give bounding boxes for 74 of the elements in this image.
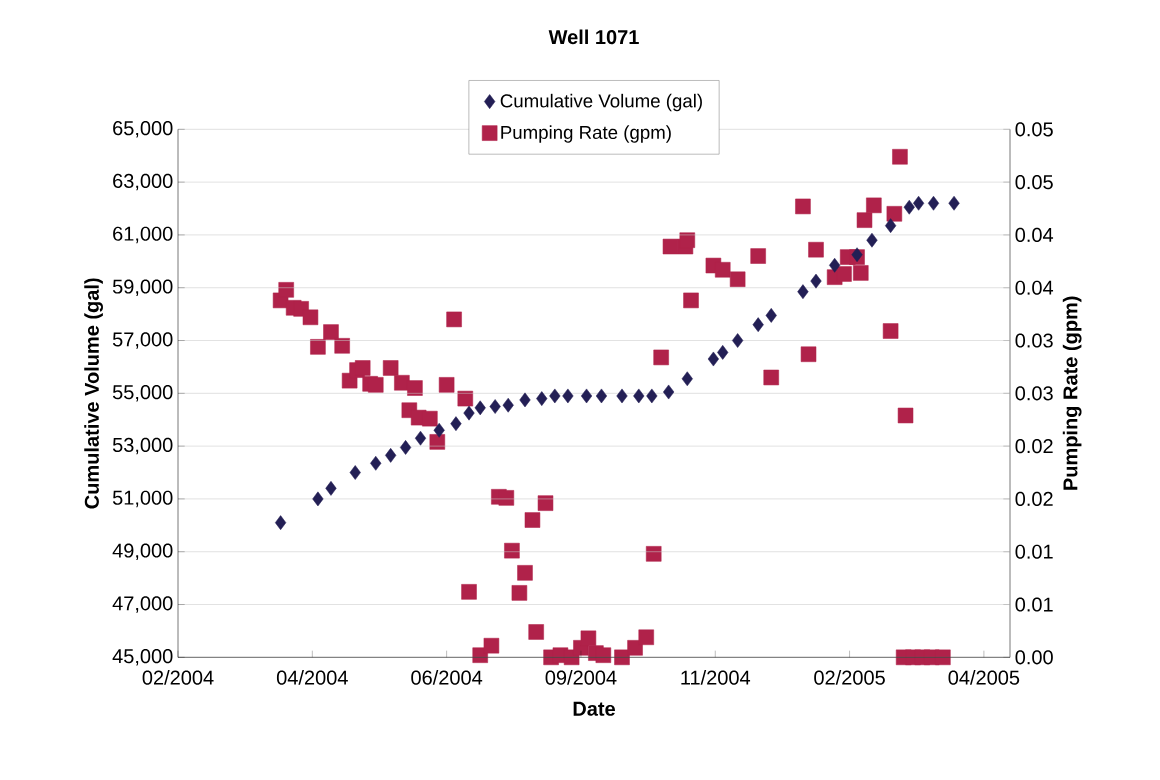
point — [646, 388, 658, 404]
point — [414, 430, 427, 446]
y-tick-label: 47,000 — [112, 596, 173, 613]
point — [810, 273, 822, 289]
y-tick-label: 49,000 — [112, 543, 173, 560]
y2-tick-label: 0.03 — [1015, 386, 1053, 401]
x-tick-label: 06/2004 — [411, 670, 483, 685]
point — [797, 284, 809, 300]
legend-label: Pumping Rate (gpm) — [501, 125, 671, 143]
point — [948, 195, 960, 211]
point — [502, 397, 514, 413]
y-tick-label: 53,000 — [112, 437, 173, 455]
point — [732, 333, 744, 348]
point — [400, 440, 412, 455]
point — [474, 400, 486, 416]
x-tick-label: 02/2004 — [142, 670, 214, 685]
point — [663, 384, 675, 400]
y2-tick-label: 0.01 — [1015, 597, 1053, 612]
y-tick-label: 59,000 — [112, 279, 173, 296]
point — [349, 465, 361, 480]
y-tick-label: 51,000 — [112, 490, 173, 508]
point — [595, 388, 608, 404]
point — [385, 448, 397, 463]
point — [519, 392, 531, 408]
point — [913, 195, 925, 211]
y2-tick-label: 0.04 — [1015, 227, 1054, 242]
point — [765, 308, 777, 323]
point — [927, 195, 940, 211]
x-axis-title: Date — [573, 701, 615, 716]
y2-tick-label: 0.02 — [1015, 439, 1053, 454]
y-tick-label: 55,000 — [112, 385, 173, 402]
y2-tick-label: 0.05 — [1015, 122, 1053, 137]
y-axis-title: Cumulative Volume (gal) — [84, 278, 103, 509]
point — [752, 317, 764, 333]
point — [536, 391, 548, 406]
x-tick-label: 11/2004 — [681, 670, 751, 685]
point — [903, 199, 915, 215]
point — [450, 416, 462, 432]
y2-tick-label: 0.03 — [1015, 333, 1053, 348]
point — [562, 388, 574, 404]
point — [707, 351, 719, 367]
point — [463, 405, 475, 421]
point — [312, 491, 324, 507]
x-tick-label: 04/2004 — [276, 670, 348, 685]
y-tick-label: 63,000 — [113, 173, 173, 191]
chart-title: Well 1071 — [548, 29, 639, 45]
point — [580, 388, 593, 404]
point — [489, 399, 501, 414]
point — [616, 388, 628, 404]
y2-axis-title: Pumping Rate (gpm) — [1062, 296, 1082, 490]
x-tick-label: 04/2005 — [948, 670, 1020, 685]
point — [885, 218, 897, 234]
point — [275, 515, 287, 531]
y-tick-label: 57,000 — [112, 332, 173, 349]
y2-tick-label: 0.04 — [1015, 280, 1054, 295]
y-tick-label: 45,000 — [112, 649, 173, 666]
y2-tick-label: 0.01 — [1015, 544, 1053, 559]
point — [549, 388, 561, 404]
point — [370, 455, 382, 471]
y2-tick-label: 0.00 — [1015, 650, 1053, 665]
y-tick-label: 61,000 — [113, 226, 173, 244]
point — [633, 388, 645, 404]
point — [866, 232, 878, 248]
point — [433, 422, 445, 438]
point — [681, 371, 693, 387]
y2-tick-label: 0.05 — [1015, 175, 1053, 190]
y-tick-label: 65,000 — [113, 121, 173, 138]
point — [717, 345, 729, 360]
legend-label: Cumulative Volume (gal) — [500, 93, 702, 112]
x-tick-label: 09/2004 — [545, 670, 617, 685]
point — [325, 481, 337, 496]
y2-tick-label: 0.02 — [1015, 491, 1053, 506]
x-tick-label: 02/2005 — [814, 670, 885, 685]
point — [829, 257, 841, 273]
